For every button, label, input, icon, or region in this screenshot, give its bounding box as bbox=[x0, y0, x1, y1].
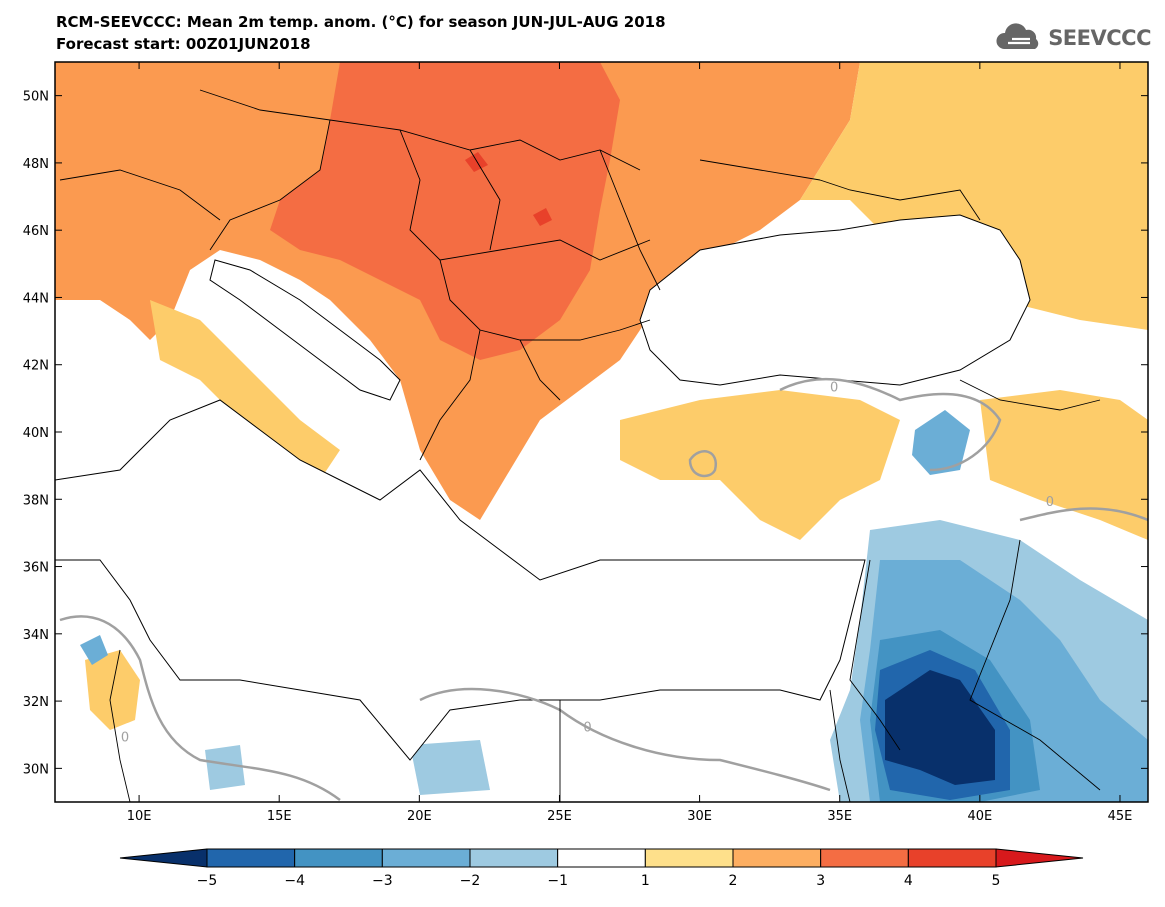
cloud-logo-icon bbox=[996, 23, 1039, 49]
colorbar-label: 3 bbox=[816, 873, 825, 889]
map-title: RCM-SEEVCCC: Mean 2m temp. anom. (°C) fo… bbox=[56, 13, 666, 31]
colorbar-box bbox=[469, 848, 559, 868]
colorbar-label: 2 bbox=[729, 873, 738, 889]
forecast-start-label: Forecast start: 00Z01JUN2018 bbox=[56, 35, 311, 53]
anomaly-1-2-region-east bbox=[800, 62, 1148, 330]
lon-tick-label: 25E bbox=[547, 809, 572, 824]
colorbar-box bbox=[644, 848, 734, 868]
lat-tick-label: 50N bbox=[23, 90, 49, 105]
colorbar: −5 −4 −3 −2 −1 1 2 3 4 5 bbox=[119, 848, 1084, 889]
zero-contour-levant bbox=[1019, 507, 1148, 522]
contour-label: 0 bbox=[830, 381, 838, 396]
adriatic-sea bbox=[209, 259, 401, 401]
anomaly-neg-spot-libya bbox=[205, 745, 245, 790]
anomaly-neg-spot-egypt bbox=[410, 740, 490, 795]
lat-tick-label: 40N bbox=[23, 426, 49, 441]
lon-tick-label: 45E bbox=[1108, 809, 1133, 824]
anomaly-gt4-spot-2 bbox=[533, 208, 552, 226]
lon-tick-label: 30E bbox=[687, 809, 712, 824]
lon-tick-label: 20E bbox=[407, 809, 432, 824]
lat-tick-label: 34N bbox=[23, 628, 49, 643]
lon-tick-label: 40E bbox=[967, 809, 992, 824]
lat-tick-label: 30N bbox=[23, 762, 49, 777]
lat-tick-label: 48N bbox=[23, 157, 49, 172]
colorbar-box bbox=[907, 848, 997, 868]
anomaly-1-2-region-caucasus bbox=[980, 390, 1148, 540]
colorbar-max-triangle bbox=[995, 848, 1084, 868]
colorbar-label: 4 bbox=[904, 873, 913, 889]
colorbar-label: −3 bbox=[372, 873, 393, 889]
colorbar-label: 5 bbox=[992, 873, 1001, 889]
zero-contour-north-africa-east bbox=[419, 687, 831, 792]
colorbar-label: −1 bbox=[547, 873, 568, 889]
colorbar-box bbox=[294, 848, 383, 868]
colorbar-label: −5 bbox=[197, 873, 218, 889]
colorbar-box bbox=[557, 848, 646, 868]
anomaly-gt4-spot-1 bbox=[465, 152, 488, 172]
lat-tick-label: 42N bbox=[23, 359, 49, 374]
anomaly-1-2-region-tunisia bbox=[85, 650, 140, 730]
lat-tick-label: 44N bbox=[23, 291, 49, 306]
anomaly-3-4-region bbox=[270, 62, 620, 360]
zero-contour-anatolia bbox=[779, 377, 1002, 472]
zero-contour-loop bbox=[688, 450, 718, 478]
colorbar-label: −2 bbox=[460, 873, 481, 889]
anomaly-neg-spot-anatolia bbox=[912, 410, 970, 475]
seevccc-logo: SEEVCCC bbox=[994, 22, 1151, 54]
colorbar-label: 1 bbox=[641, 873, 650, 889]
lat-tick-label: 36N bbox=[23, 561, 49, 576]
lat-tick-label: 46N bbox=[23, 224, 49, 239]
colorbar-box bbox=[206, 848, 296, 868]
anomaly-lt-neg5-region bbox=[885, 670, 995, 785]
mediterranean-sea bbox=[55, 399, 866, 761]
map-plot-area bbox=[55, 62, 1148, 802]
contour-labels: 0 0 0 0 bbox=[121, 381, 1054, 746]
anomaly-1-2-region-italy bbox=[150, 300, 340, 480]
lat-tick-label: 38N bbox=[23, 493, 49, 508]
zero-contour-north-africa-west bbox=[59, 615, 341, 802]
contour-label: 0 bbox=[583, 720, 591, 735]
anomaly-1-2-region-anatolia bbox=[620, 390, 900, 540]
black-sea bbox=[639, 214, 1031, 386]
lat-tick-label: 32N bbox=[23, 695, 49, 710]
contour-label: 0 bbox=[121, 730, 129, 745]
colorbar-box bbox=[381, 848, 471, 868]
latitude-axis: 50N 48N 46N 44N 42N 40N 38N 36N 34N 32N 30N bbox=[23, 90, 1148, 777]
colorbar-box bbox=[820, 848, 909, 868]
anomaly-neg-spot-tunisia bbox=[80, 635, 108, 665]
contour-label: 0 bbox=[1046, 495, 1054, 510]
country-borders bbox=[59, 89, 1101, 802]
colorbar-box bbox=[732, 848, 822, 868]
logo-text: SEEVCCC bbox=[1048, 26, 1151, 50]
colorbar-min-triangle bbox=[119, 848, 208, 868]
longitude-axis: 10E 15E 20E 25E 30E 35E 40E 45E bbox=[127, 62, 1133, 824]
lon-tick-label: 10E bbox=[127, 809, 152, 824]
lon-tick-label: 35E bbox=[827, 809, 852, 824]
colorbar-label: −4 bbox=[284, 873, 305, 889]
lon-tick-label: 15E bbox=[267, 809, 292, 824]
